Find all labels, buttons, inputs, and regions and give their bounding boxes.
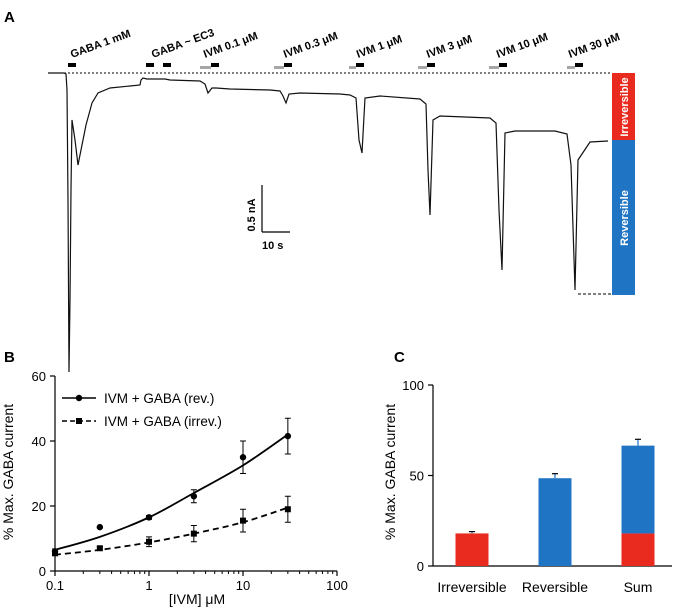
b-ylabel: % Max. GABA current bbox=[0, 404, 16, 540]
c-category-label: Sum bbox=[624, 579, 653, 595]
panel-b-chart: 0 20 40 60 0.1 1 10 100 % Max. GABA current [IV… bbox=[0, 369, 348, 607]
legend-rev-marker bbox=[75, 394, 83, 402]
c-bar-sum-irreversible bbox=[621, 533, 655, 566]
legend-rev-label: IVM + GABA (rev.) bbox=[104, 391, 214, 406]
current-trace bbox=[48, 72, 609, 373]
reversible-label: Reversible bbox=[619, 190, 631, 246]
b-point-irrev bbox=[190, 530, 197, 537]
b-fit-curve-rev bbox=[54, 433, 289, 551]
c-bar-irreversible-irreversible bbox=[455, 533, 489, 566]
application-label: IVM 1 μM bbox=[355, 33, 404, 61]
application-bar-gray bbox=[418, 66, 427, 69]
application-bar-black bbox=[284, 63, 292, 67]
application-label: IVM 10 μM bbox=[495, 31, 550, 61]
scale-time-label: 10 s bbox=[262, 240, 283, 252]
application-bar-gray bbox=[349, 66, 356, 69]
application-label: IVM 0.3 μM bbox=[282, 30, 340, 61]
b-point-irrev bbox=[146, 538, 152, 545]
application-bar-black bbox=[68, 63, 76, 67]
panel-a-letter: A bbox=[4, 9, 15, 26]
application-bar-black bbox=[356, 63, 364, 67]
c-ytick-label: 0 bbox=[417, 559, 424, 574]
b-ytick-label: 40 bbox=[32, 434, 46, 449]
c-ytick-label: 50 bbox=[410, 469, 424, 484]
application-bar-gray bbox=[489, 66, 499, 69]
application-bar-gray bbox=[567, 66, 575, 69]
b-xlabel: [IVM] μM bbox=[169, 591, 225, 607]
b-point-irrev bbox=[240, 517, 246, 524]
b-xtick-label: 1 bbox=[145, 578, 152, 593]
c-bar-reversible-reversible bbox=[538, 478, 572, 566]
b-point-irrev bbox=[96, 545, 103, 552]
b-ytick-label: 20 bbox=[32, 499, 46, 514]
legend-irrev-marker bbox=[76, 418, 82, 424]
application-bar-gaba-ec3-b bbox=[163, 63, 171, 67]
irreversible-bar bbox=[612, 73, 635, 140]
irreversible-label: Irreversible bbox=[619, 77, 631, 136]
reversible-bar bbox=[612, 140, 635, 295]
c-category-label: Reversible bbox=[522, 579, 588, 595]
application-label: GABA 1 mM bbox=[69, 28, 132, 61]
b-xtick-label: 0.1 bbox=[46, 578, 64, 593]
b-point-rev bbox=[145, 514, 153, 521]
scale-current-label: 0.5 nA bbox=[246, 198, 258, 231]
application-bar-black bbox=[427, 63, 435, 67]
c-ytick-label: 100 bbox=[402, 378, 424, 393]
c-bar-sum-reversible bbox=[621, 445, 655, 534]
b-xtick-label: 10 bbox=[236, 578, 250, 593]
application-bar-black bbox=[211, 63, 219, 67]
c-ylabel: % Max. GABA current bbox=[382, 404, 398, 540]
b-fit-curve-irrev bbox=[54, 506, 289, 556]
application-bar-gray bbox=[200, 66, 211, 69]
application-label: IVM 30 μM bbox=[567, 31, 622, 61]
panel-c-letter: C bbox=[394, 349, 405, 366]
application-bar-black bbox=[499, 63, 507, 67]
panel-c-chart: 0 50 100 Irreversible Reversible Sum % Max. … bbox=[382, 378, 672, 595]
b-point-irrev bbox=[284, 506, 291, 513]
legend-irrev-label: IVM + GABA (irrev.) bbox=[104, 414, 222, 429]
b-point-irrev bbox=[52, 550, 58, 557]
b-point-rev bbox=[96, 523, 104, 531]
panel-a-trace-figure: Irreversible Reversible 0.5 nA 10 s GABA… bbox=[48, 27, 635, 373]
b-point-rev bbox=[284, 432, 292, 440]
application-bar-gray bbox=[274, 66, 284, 69]
application-bar-gaba-ec3-a bbox=[146, 63, 154, 67]
panel-b-letter: B bbox=[4, 349, 15, 366]
application-label: IVM 3 μM bbox=[425, 33, 474, 61]
b-point-rev bbox=[190, 493, 198, 500]
b-xtick-label: 100 bbox=[326, 578, 348, 593]
b-ytick-label: 0 bbox=[39, 564, 46, 579]
b-point-rev bbox=[239, 454, 247, 461]
application-bar-black bbox=[575, 63, 583, 67]
b-ytick-label: 60 bbox=[32, 369, 46, 384]
c-category-label: Irreversible bbox=[437, 579, 506, 595]
